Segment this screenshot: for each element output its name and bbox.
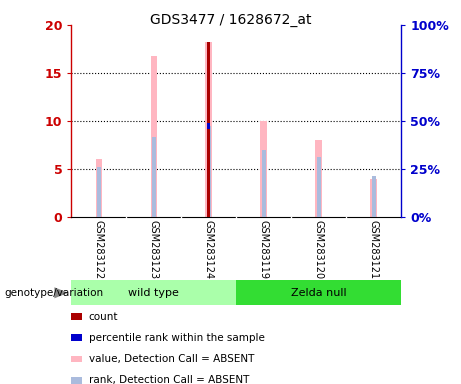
Bar — [206, 42, 212, 217]
Text: GSM283122: GSM283122 — [94, 220, 104, 280]
Bar — [372, 176, 376, 217]
Bar — [97, 167, 101, 217]
Text: genotype/variation: genotype/variation — [5, 288, 104, 298]
Polygon shape — [54, 287, 68, 298]
Text: GSM283120: GSM283120 — [313, 220, 324, 279]
Text: count: count — [89, 312, 118, 322]
Bar — [370, 179, 377, 217]
Bar — [236, 280, 401, 305]
Text: wild type: wild type — [129, 288, 179, 298]
Text: GSM283124: GSM283124 — [204, 220, 214, 279]
Bar — [95, 159, 102, 217]
Text: value, Detection Call = ABSENT: value, Detection Call = ABSENT — [89, 354, 254, 364]
Text: percentile rank within the sample: percentile rank within the sample — [89, 333, 265, 343]
Text: GSM283121: GSM283121 — [369, 220, 378, 279]
Bar — [260, 121, 267, 217]
Text: rank, Detection Call = ABSENT: rank, Detection Call = ABSENT — [89, 375, 249, 384]
Text: GDS3477 / 1628672_at: GDS3477 / 1628672_at — [150, 13, 311, 27]
Bar — [207, 126, 211, 217]
Bar — [207, 123, 210, 129]
Text: GSM283119: GSM283119 — [259, 220, 269, 279]
Text: GSM283123: GSM283123 — [149, 220, 159, 279]
Bar — [262, 150, 266, 217]
Bar — [151, 56, 157, 217]
Text: Zelda null: Zelda null — [291, 288, 347, 298]
Bar — [152, 137, 156, 217]
Bar — [71, 280, 236, 305]
Bar — [317, 157, 320, 217]
Bar — [315, 140, 322, 217]
Bar — [207, 42, 210, 217]
